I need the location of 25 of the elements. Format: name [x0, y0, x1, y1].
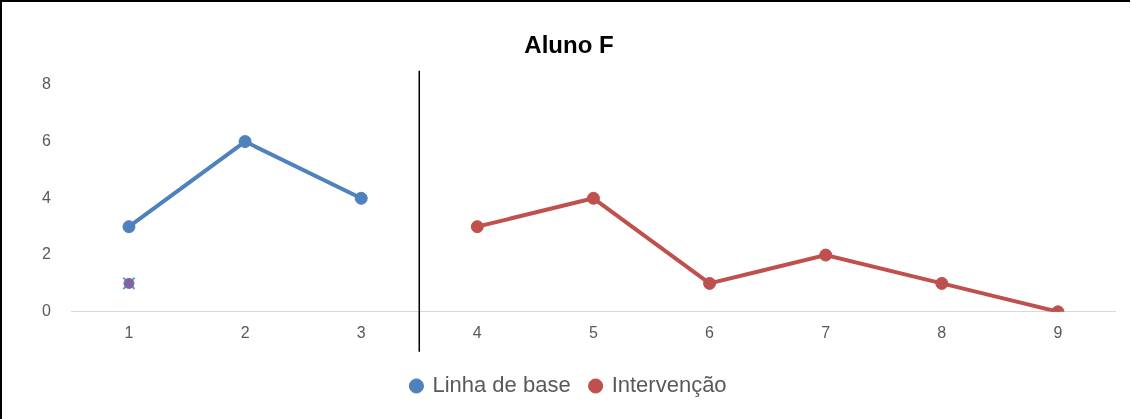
- point: [354, 191, 368, 205]
- legend-label: Linha de base: [432, 372, 571, 398]
- y-tick-label: 0: [41, 302, 51, 320]
- x-tick-label: 5: [589, 323, 598, 341]
- y-tick-label: 2: [41, 245, 51, 263]
- point: [586, 191, 600, 205]
- point: [238, 135, 252, 149]
- point: [122, 220, 136, 234]
- y-tick-label: 6: [41, 131, 51, 149]
- x-tick-label: 7: [821, 323, 831, 341]
- y-tick-label: 4: [41, 188, 51, 206]
- x-tick-label: 9: [1053, 323, 1063, 341]
- x-tick-label: 4: [472, 323, 482, 341]
- legend-label: Intervenção: [611, 372, 727, 398]
- point: [819, 248, 833, 262]
- x-tick-label: 6: [705, 323, 715, 341]
- point: [935, 276, 949, 290]
- x-tick-label: 3: [356, 323, 366, 341]
- y-tick-label: 8: [41, 75, 51, 93]
- x-tick-label: 1: [124, 323, 134, 341]
- point: [470, 220, 484, 234]
- x-tick-label: 8: [937, 323, 947, 341]
- chart-title: Aluno F: [524, 31, 614, 59]
- x-tick-label: 2: [240, 323, 250, 341]
- point: [703, 276, 717, 290]
